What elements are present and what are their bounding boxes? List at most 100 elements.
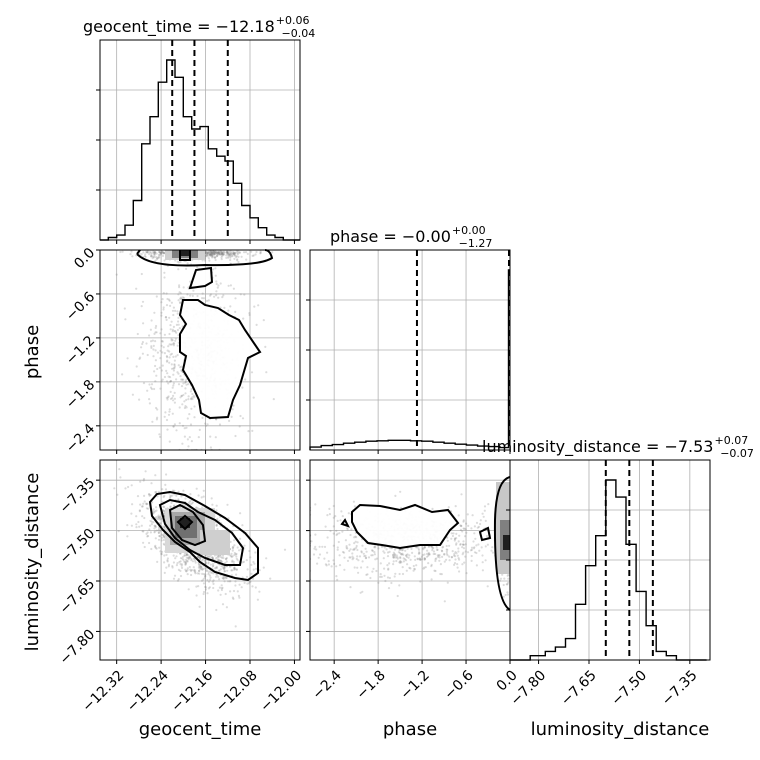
scatter-point-ld-gt-421 bbox=[164, 488, 168, 491]
scatter-point-ld-ph-1089 bbox=[432, 550, 436, 553]
scatter-point-ld-gt-198 bbox=[154, 537, 157, 540]
scatter-point-ld-ph-1166 bbox=[399, 551, 402, 555]
scatter-point-ph-gt-33 bbox=[193, 405, 196, 408]
scatter-point-ph-gt-576 bbox=[171, 339, 174, 342]
scatter-point-ld-gt-823 bbox=[173, 504, 176, 507]
scatter-point-ph-gt-577 bbox=[230, 252, 233, 255]
scatter-point-ld-ph-809 bbox=[315, 548, 318, 551]
scatter-point-ld-gt-1359 bbox=[232, 560, 235, 564]
scatter-point-ld-ph-507 bbox=[366, 566, 369, 569]
scatter-point-ph-gt-980 bbox=[152, 344, 155, 347]
scatter-point-ph-gt-642 bbox=[192, 289, 195, 292]
scatter-point-ld-gt-796 bbox=[180, 495, 183, 498]
scatter-point-ld-gt-13 bbox=[201, 568, 204, 571]
scatter-point-ld-gt-1061 bbox=[218, 559, 221, 562]
scatter-point-ph-gt-774 bbox=[175, 429, 178, 432]
scatter-point-ph-gt-988 bbox=[148, 334, 151, 337]
scatter-point-ph-gt-1319 bbox=[229, 250, 232, 253]
scatter-point-ld-gt-1186 bbox=[233, 568, 236, 571]
scatter-point-ld-ph-1048 bbox=[457, 547, 460, 550]
scatter-point-ld-ph-1238 bbox=[460, 524, 463, 528]
scatter-point-ld-gt-545 bbox=[142, 541, 145, 544]
scatter-point-ld-ph-624 bbox=[431, 549, 434, 552]
scatter-point-ph-gt-185 bbox=[237, 250, 240, 253]
scatter-point-ld-gt-1258 bbox=[165, 566, 168, 569]
scatter-point-ph-gt-966 bbox=[178, 301, 182, 304]
scatter-point-ph-gt-995 bbox=[136, 332, 139, 336]
scatter-point-ph-gt-1219 bbox=[231, 252, 235, 255]
scatter-point-ph-gt-1314 bbox=[176, 344, 179, 347]
scatter-point-ld-gt-360 bbox=[179, 574, 183, 578]
scatter-point-ld-ph-754 bbox=[427, 545, 430, 548]
scatter-point-ph-gt-960 bbox=[148, 251, 151, 254]
scatter-point-ld-ph-1262 bbox=[450, 537, 453, 540]
scatter-point-ld-ph-1214 bbox=[332, 559, 335, 562]
scatter-point-ph-gt-790 bbox=[226, 251, 229, 254]
scatter-point-ld-gt-39 bbox=[148, 493, 151, 496]
scatter-point-ph-gt-1155 bbox=[160, 344, 163, 347]
scatter-point-ld-ph-425 bbox=[392, 551, 395, 554]
scatter-point-ld-ph-89 bbox=[352, 500, 355, 503]
scatter-point-ld-gt-673 bbox=[221, 586, 224, 590]
scatter-point-ld-gt-116 bbox=[235, 555, 238, 558]
scatter-point-ph-gt-429 bbox=[221, 253, 224, 256]
scatter-point-ld-ph-278 bbox=[445, 550, 448, 553]
xlabel-luminosity-distance: luminosity_distance bbox=[531, 719, 710, 740]
scatter-point-ld-ph-433 bbox=[390, 581, 393, 585]
scatter-point-ph-gt-628 bbox=[173, 367, 176, 370]
scatter-point-ld-gt-1122 bbox=[187, 588, 190, 591]
scatter-point-ld-ph-530 bbox=[422, 567, 425, 570]
scatter-point-ph-gt-1073 bbox=[205, 252, 209, 255]
scatter-point-ld-gt-671 bbox=[162, 542, 165, 546]
scatter-point-ld-ph-679 bbox=[470, 548, 473, 552]
scatter-point-ld-gt-859 bbox=[167, 563, 171, 566]
scatter-point-ld-ph-885 bbox=[373, 546, 376, 549]
scatter-point-ph-gt-165 bbox=[152, 251, 155, 255]
scatter-point-ph-gt-1129 bbox=[242, 317, 245, 320]
scatter-point-ld-ph-816 bbox=[413, 555, 416, 558]
scatter-point-ld-ph-634 bbox=[445, 544, 448, 548]
scatter-point-ld-gt-401 bbox=[220, 587, 223, 590]
scatter-point-ph-gt-324 bbox=[168, 410, 171, 413]
contour-ld-gt-core bbox=[176, 514, 194, 531]
scatter-point-ld-gt-755 bbox=[163, 506, 166, 509]
scatter-point-ph-gt-420 bbox=[159, 387, 162, 390]
scatter-point-ld-gt-707 bbox=[139, 503, 142, 506]
scatter-point-ld-ph-423 bbox=[484, 545, 487, 548]
scatter-point-ld-gt-95 bbox=[143, 500, 146, 503]
scatter-point-ld-ph-123 bbox=[475, 551, 478, 555]
scatter-point-ph-gt-1245 bbox=[172, 382, 175, 385]
scatter-point-ph-gt-662 bbox=[211, 254, 214, 257]
scatter-point-ph-gt-857 bbox=[225, 254, 228, 257]
scatter-point-ph-gt-1069 bbox=[238, 251, 241, 254]
scatter-point-ph-gt-1111 bbox=[149, 254, 152, 257]
scatter-point-ld-ph-235 bbox=[440, 549, 443, 552]
scatter-point-ld-ph-24 bbox=[457, 540, 460, 543]
scatter-point-ph-gt-1392 bbox=[237, 255, 240, 258]
scatter-point-ld-gt-1110 bbox=[217, 575, 220, 579]
scatter-point-ld-ph-1001 bbox=[459, 528, 462, 532]
scatter-point-ph-gt-989 bbox=[172, 425, 175, 428]
scatter-point-ld-ph-518 bbox=[435, 546, 438, 549]
scatter-point-ph-gt-1330 bbox=[145, 251, 149, 254]
panel-luminosity-distance-vs-phase bbox=[306, 459, 511, 664]
scatter-point-ld-ph-1008 bbox=[337, 540, 340, 544]
scatter-point-ld-ph-764 bbox=[428, 553, 431, 556]
scatter-point-ph-gt-537 bbox=[247, 430, 250, 433]
scatter-point-ld-ph-7 bbox=[505, 583, 508, 586]
scatter-point-ld-gt-791 bbox=[192, 566, 195, 569]
scatter-point-ld-ph-498 bbox=[397, 551, 400, 554]
scatter-point-ph-gt-1341 bbox=[178, 284, 181, 287]
scatter-point-ld-gt-1053 bbox=[203, 577, 206, 580]
scatter-point-ld-gt-1326 bbox=[190, 559, 193, 562]
scatter-point-ph-gt-939 bbox=[165, 396, 168, 399]
scatter-point-ld-ph-1144 bbox=[453, 563, 456, 567]
scatter-point-ph-gt-1312 bbox=[208, 251, 211, 254]
scatter-point-ph-gt-747 bbox=[148, 383, 151, 386]
scatter-point-ld-gt-228 bbox=[251, 585, 254, 588]
scatter-point-ld-gt-83 bbox=[211, 556, 214, 559]
scatter-point-ph-gt-1185 bbox=[244, 251, 248, 254]
scatter-point-ph-gt-282 bbox=[162, 251, 165, 254]
scatter-point-ld-gt-349 bbox=[224, 577, 227, 580]
scatter-point-ld-gt-1189 bbox=[203, 559, 206, 562]
